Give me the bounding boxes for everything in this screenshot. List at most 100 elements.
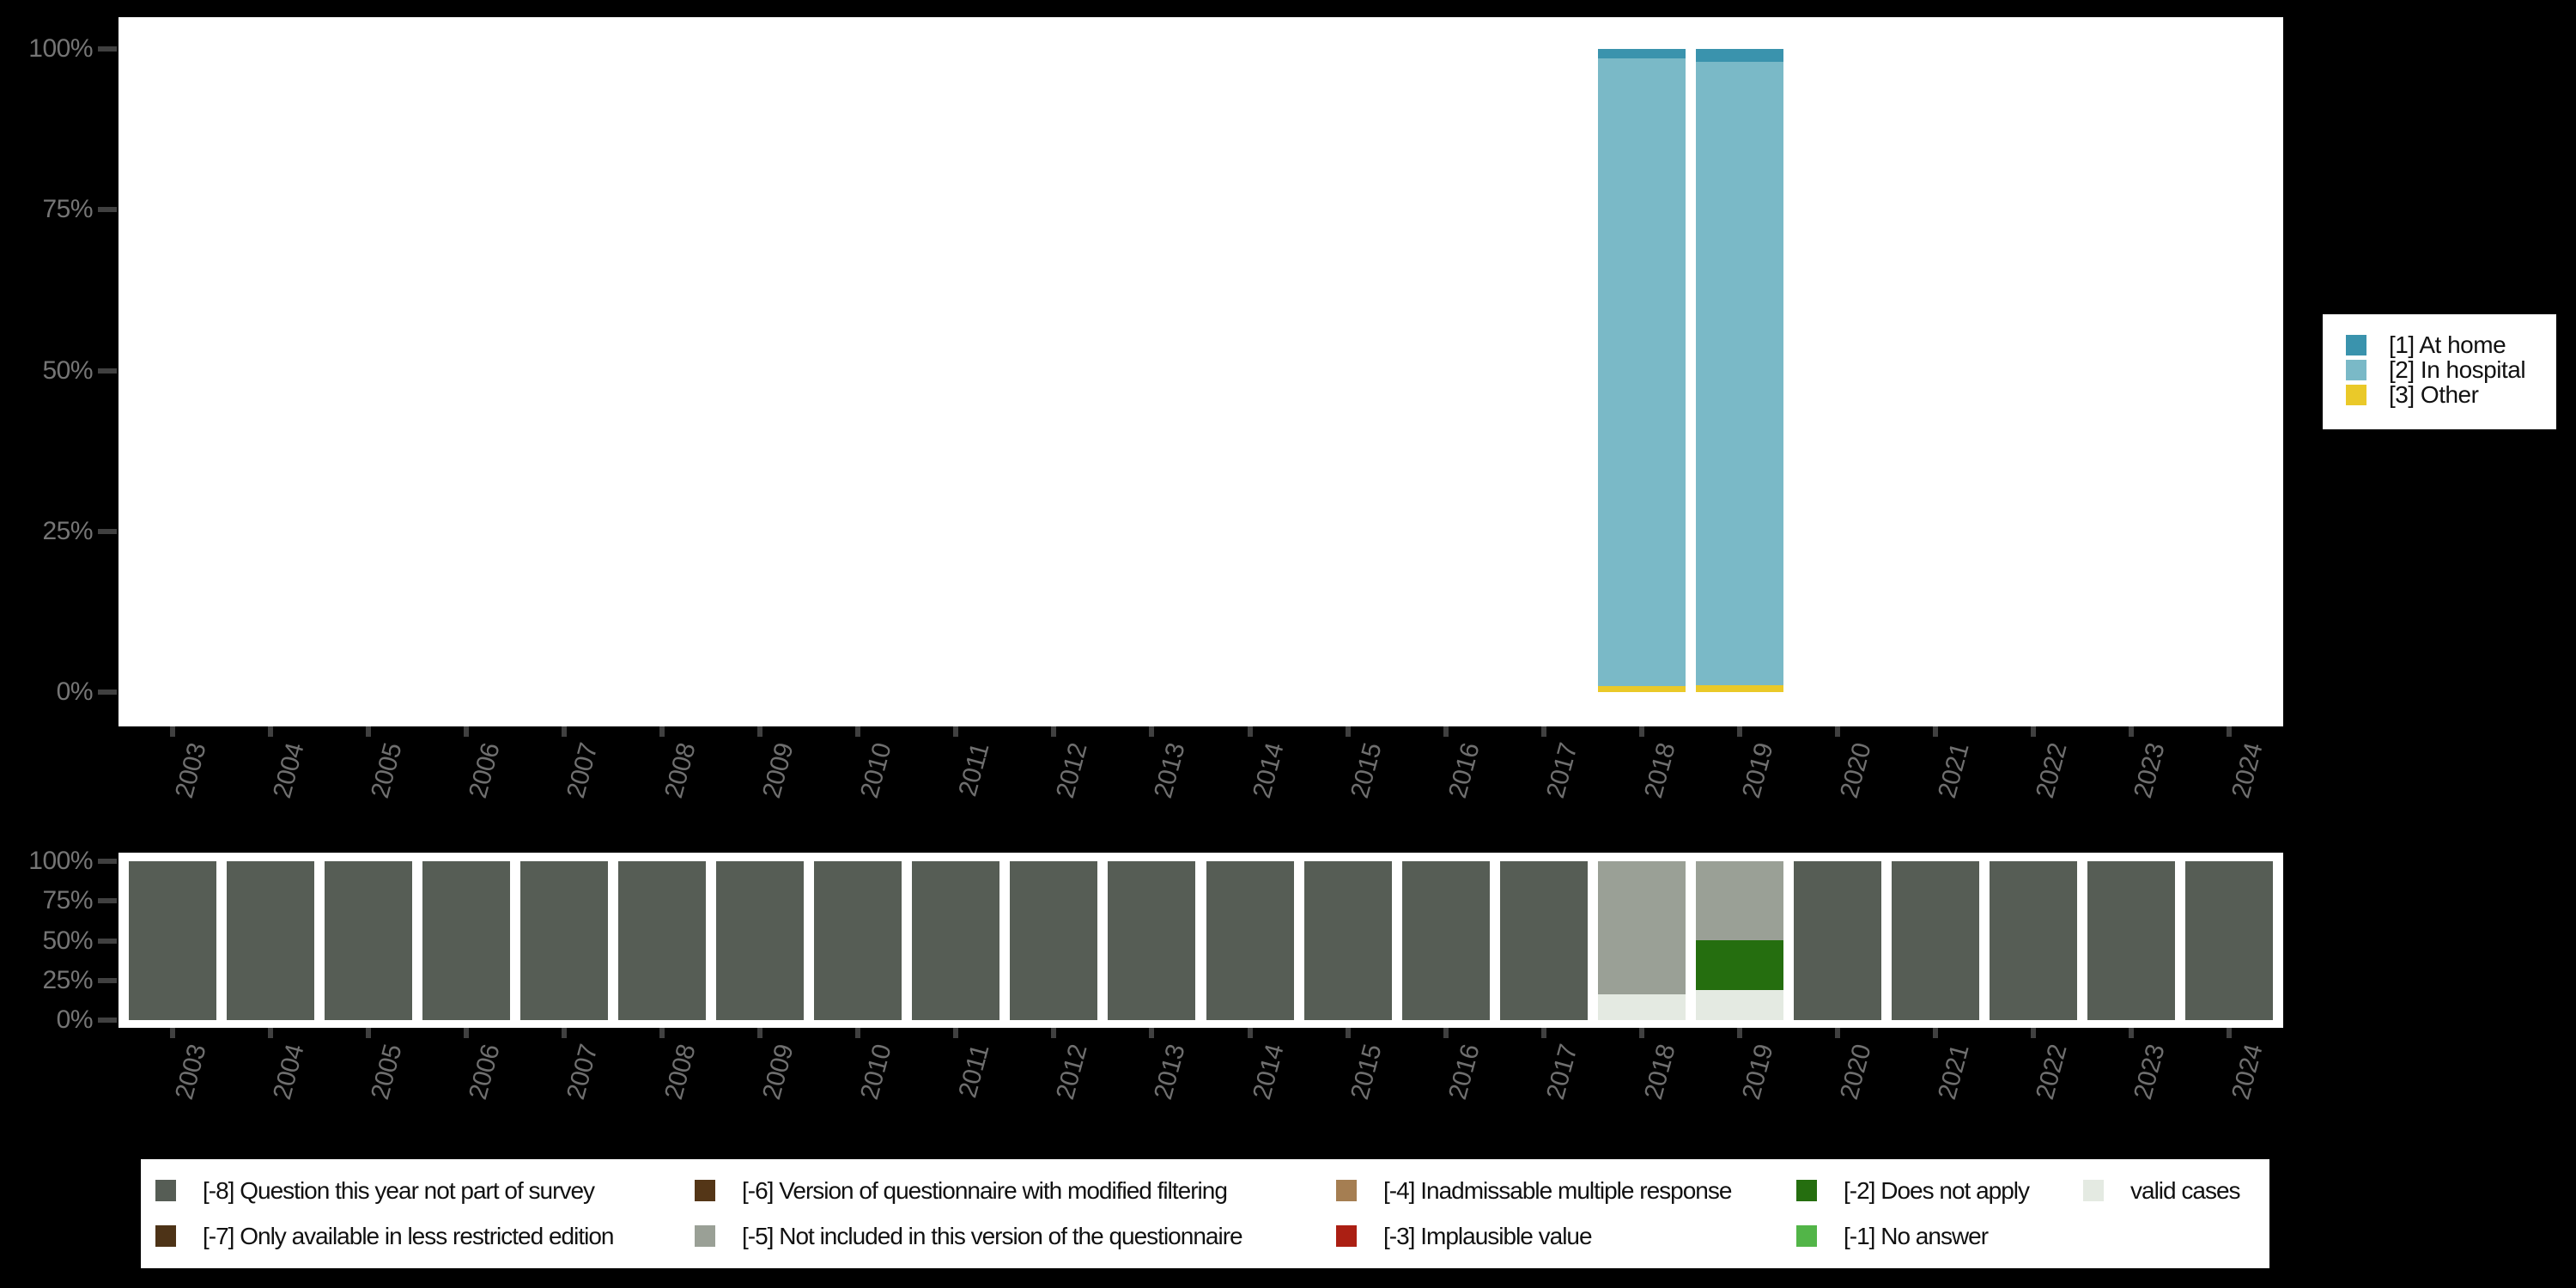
bar-segment (1989, 861, 2077, 1020)
x-tick (1248, 726, 1253, 737)
x-tick-label-text: 2017 (1541, 740, 1583, 802)
bar-segment (520, 861, 609, 1020)
bar-slot-2017 (1495, 49, 1593, 692)
bar-2005 (325, 861, 413, 1020)
x-tick-label-text: 2023 (2129, 1042, 2171, 1103)
y-tick (98, 368, 117, 374)
x-tick-label-text: 2008 (659, 740, 702, 802)
bar-2020 (1793, 861, 1881, 1020)
y-tick-label: 100% (28, 34, 93, 63)
legend-label: [-4] Inadmissable multiple response (1383, 1177, 1732, 1204)
bar-slot-2008 (613, 49, 711, 692)
x-tick-label-text: 2010 (855, 1042, 897, 1103)
x-tick-label-text: 2007 (562, 1042, 604, 1103)
bar-2024 (2185, 861, 2273, 1020)
bar-2004 (227, 861, 315, 1020)
x-tick-label-text: 2011 (953, 1042, 995, 1101)
bar-segment (1010, 861, 1098, 1020)
bar-2019 (1695, 49, 1783, 692)
bar-segment (1695, 61, 1783, 686)
x-tick-label-text: 2012 (1051, 740, 1093, 802)
x-tick-label-text: 2004 (268, 1042, 310, 1103)
bar-segment (1597, 861, 1686, 995)
bar-segment (618, 861, 707, 1020)
bar-slot-2007 (515, 49, 613, 692)
x-tick (1149, 726, 1154, 737)
bar-segment (1597, 994, 1686, 1020)
x-tick (757, 1028, 762, 1038)
x-tick-label-text: 2012 (1051, 1042, 1093, 1103)
y-tick (98, 207, 117, 212)
y-tick (98, 898, 117, 903)
x-tick (1051, 1028, 1056, 1038)
bar-slot-2012 (1005, 861, 1103, 1020)
x-tick-label-text: 2010 (855, 740, 897, 802)
x-tick-label-text: 2013 (1149, 740, 1191, 802)
x-tick-label-text: 2007 (562, 740, 604, 802)
bar-segment (1695, 861, 1783, 940)
bar-2018 (1597, 49, 1686, 692)
legend-swatch (155, 1225, 176, 1247)
x-tick (1346, 726, 1351, 737)
legend-label: [-6] Version of questionnaire with modif… (742, 1177, 1228, 1204)
legend-swatch (695, 1225, 715, 1247)
legend-label: [2] In hospital (2389, 355, 2526, 383)
legend-label: [-1] No answer (1844, 1223, 1989, 1249)
x-tick-label-text: 2019 (1737, 1042, 1779, 1103)
bar-slot-2013 (1103, 861, 1200, 1020)
x-tick-label-text: 2021 (1933, 740, 1975, 802)
legend-label: [1] At home (2389, 331, 2506, 358)
x-tick-label-text: 2018 (1639, 1042, 1681, 1103)
legend-label: [-2] Does not apply (1844, 1177, 2030, 1204)
x-tick-label-text: 2023 (2129, 740, 2171, 802)
x-tick-label-text: 2020 (1835, 1042, 1877, 1103)
bar-slot-2004 (222, 861, 319, 1020)
x-tick (855, 726, 860, 737)
x-tick (1639, 1028, 1644, 1038)
bar-segment (1695, 939, 1783, 990)
x-tick-label-text: 2021 (1933, 1042, 1975, 1103)
bar-slot-2003 (124, 49, 222, 692)
x-tick (2129, 726, 2134, 737)
x-tick (2227, 1028, 2232, 1038)
legend-label: [-8] Question this year not part of surv… (203, 1177, 595, 1204)
bar-segment (1597, 58, 1686, 686)
x-tick (659, 1028, 665, 1038)
bar-segment (912, 861, 1000, 1020)
bar-segment (2185, 861, 2273, 1020)
bar-slot-2010 (809, 49, 907, 692)
bar-slot-2004 (222, 49, 319, 692)
bar-segment (1108, 861, 1196, 1020)
legend-swatch (1336, 1225, 1357, 1247)
x-tick-label-text: 2024 (2227, 1042, 2269, 1103)
x-tick (659, 726, 665, 737)
plot-area (118, 853, 2283, 1028)
x-tick (1835, 726, 1840, 737)
x-tick-label-text: 2006 (464, 740, 506, 802)
bar-slot-2006 (417, 49, 515, 692)
bar-2021 (1891, 861, 1979, 1020)
y-tick-label: 50% (42, 356, 93, 385)
x-tick-label-text: 2022 (2031, 1042, 2073, 1103)
bar-segment (1499, 861, 1588, 1020)
y-tick-label: 0% (56, 677, 94, 706)
bar-2014 (1206, 861, 1294, 1020)
x-tick-label-text: 2005 (366, 740, 408, 802)
x-tick-label-text: 2013 (1149, 1042, 1191, 1103)
x-tick-label-text: 2003 (170, 1042, 212, 1103)
bar-slot-2015 (1299, 49, 1397, 692)
bar-slot-2024 (2180, 49, 2278, 692)
x-tick (2031, 1028, 2036, 1038)
x-tick-label-text: 2009 (757, 1042, 799, 1103)
bar-segment (716, 861, 805, 1020)
x-tick-label-text: 2009 (757, 740, 799, 802)
x-tick-label-text: 2016 (1443, 740, 1485, 802)
bar-slot-2010 (809, 861, 907, 1020)
x-tick (1248, 1028, 1253, 1038)
bar-slot-2023 (2082, 861, 2180, 1020)
plot-area (118, 17, 2283, 726)
x-tick-label-text: 2015 (1346, 740, 1388, 802)
bar-slot-2003 (124, 861, 222, 1020)
legend-label: [-7] Only available in less restricted e… (203, 1223, 614, 1249)
bar-slot-2014 (1201, 861, 1299, 1020)
